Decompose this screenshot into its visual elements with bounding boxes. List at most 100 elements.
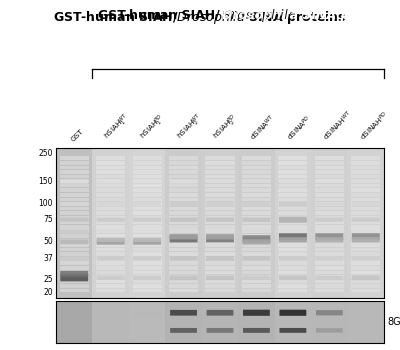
- FancyBboxPatch shape: [206, 235, 234, 242]
- Bar: [242, 239, 271, 242]
- FancyBboxPatch shape: [206, 217, 234, 222]
- Bar: [132, 261, 162, 265]
- FancyBboxPatch shape: [242, 217, 270, 222]
- FancyBboxPatch shape: [279, 256, 307, 260]
- Bar: [169, 184, 198, 188]
- Bar: [315, 230, 344, 233]
- Bar: [132, 257, 162, 260]
- Bar: [351, 284, 380, 288]
- FancyBboxPatch shape: [133, 256, 161, 260]
- Bar: [351, 280, 380, 284]
- Bar: [96, 271, 125, 274]
- Bar: [169, 202, 198, 206]
- Bar: [206, 170, 234, 174]
- Bar: [242, 275, 271, 279]
- Bar: [351, 179, 380, 183]
- FancyBboxPatch shape: [44, 152, 52, 156]
- Bar: [278, 193, 308, 197]
- Bar: [129, 148, 165, 298]
- FancyBboxPatch shape: [206, 275, 234, 280]
- Bar: [169, 261, 198, 265]
- FancyBboxPatch shape: [170, 180, 198, 183]
- FancyBboxPatch shape: [133, 276, 161, 280]
- Bar: [278, 275, 308, 279]
- FancyBboxPatch shape: [170, 235, 198, 242]
- Bar: [315, 271, 344, 274]
- Bar: [278, 280, 308, 284]
- Bar: [169, 239, 198, 242]
- Bar: [132, 184, 162, 188]
- Text: hSIAH$_1^{PD}$: hSIAH$_1^{PD}$: [138, 112, 169, 143]
- FancyBboxPatch shape: [352, 275, 380, 280]
- Bar: [202, 301, 238, 343]
- Bar: [96, 257, 125, 260]
- FancyBboxPatch shape: [352, 256, 380, 260]
- FancyBboxPatch shape: [97, 180, 125, 183]
- Text: dSINAH$^{PD}$: dSINAH$^{PD}$: [358, 110, 391, 143]
- Bar: [278, 261, 308, 265]
- FancyBboxPatch shape: [170, 217, 198, 222]
- FancyBboxPatch shape: [242, 239, 270, 245]
- Bar: [132, 230, 162, 233]
- FancyBboxPatch shape: [280, 310, 306, 316]
- FancyBboxPatch shape: [44, 257, 52, 260]
- Bar: [132, 266, 162, 270]
- Bar: [132, 156, 162, 160]
- Bar: [132, 202, 162, 206]
- Bar: [278, 239, 308, 242]
- Bar: [165, 301, 202, 343]
- Bar: [60, 206, 89, 210]
- Bar: [169, 234, 198, 238]
- Bar: [242, 193, 271, 197]
- Text: 50: 50: [43, 237, 53, 246]
- Bar: [132, 197, 162, 201]
- Bar: [315, 211, 344, 215]
- Bar: [278, 230, 308, 233]
- Bar: [169, 289, 198, 293]
- Bar: [92, 301, 129, 343]
- Bar: [315, 161, 344, 164]
- Bar: [60, 166, 89, 169]
- Bar: [278, 161, 308, 164]
- FancyBboxPatch shape: [60, 240, 88, 244]
- Bar: [206, 202, 234, 206]
- Bar: [351, 161, 380, 164]
- Bar: [242, 248, 271, 251]
- Bar: [348, 301, 384, 343]
- Bar: [96, 234, 125, 238]
- Bar: [242, 261, 271, 265]
- FancyBboxPatch shape: [170, 234, 198, 239]
- Bar: [351, 188, 380, 192]
- Bar: [96, 202, 125, 206]
- Bar: [311, 301, 348, 343]
- Bar: [60, 280, 89, 284]
- Bar: [206, 257, 234, 260]
- FancyBboxPatch shape: [133, 218, 161, 222]
- Bar: [238, 301, 275, 343]
- Bar: [242, 206, 271, 210]
- Bar: [351, 184, 380, 188]
- FancyBboxPatch shape: [242, 235, 270, 242]
- Bar: [351, 252, 380, 256]
- FancyBboxPatch shape: [280, 328, 306, 333]
- Bar: [351, 197, 380, 201]
- Bar: [278, 216, 308, 219]
- Bar: [132, 252, 162, 256]
- Bar: [242, 184, 271, 188]
- Bar: [351, 166, 380, 169]
- FancyBboxPatch shape: [315, 237, 343, 242]
- Bar: [96, 243, 125, 247]
- FancyBboxPatch shape: [60, 274, 88, 281]
- Text: 150: 150: [38, 177, 53, 186]
- Bar: [60, 202, 89, 206]
- Bar: [132, 284, 162, 288]
- Bar: [96, 179, 125, 183]
- Bar: [278, 248, 308, 251]
- Bar: [315, 239, 344, 242]
- FancyBboxPatch shape: [170, 202, 198, 206]
- Bar: [96, 280, 125, 284]
- Bar: [278, 257, 308, 260]
- Bar: [60, 275, 89, 279]
- Bar: [278, 197, 308, 201]
- Bar: [206, 243, 234, 247]
